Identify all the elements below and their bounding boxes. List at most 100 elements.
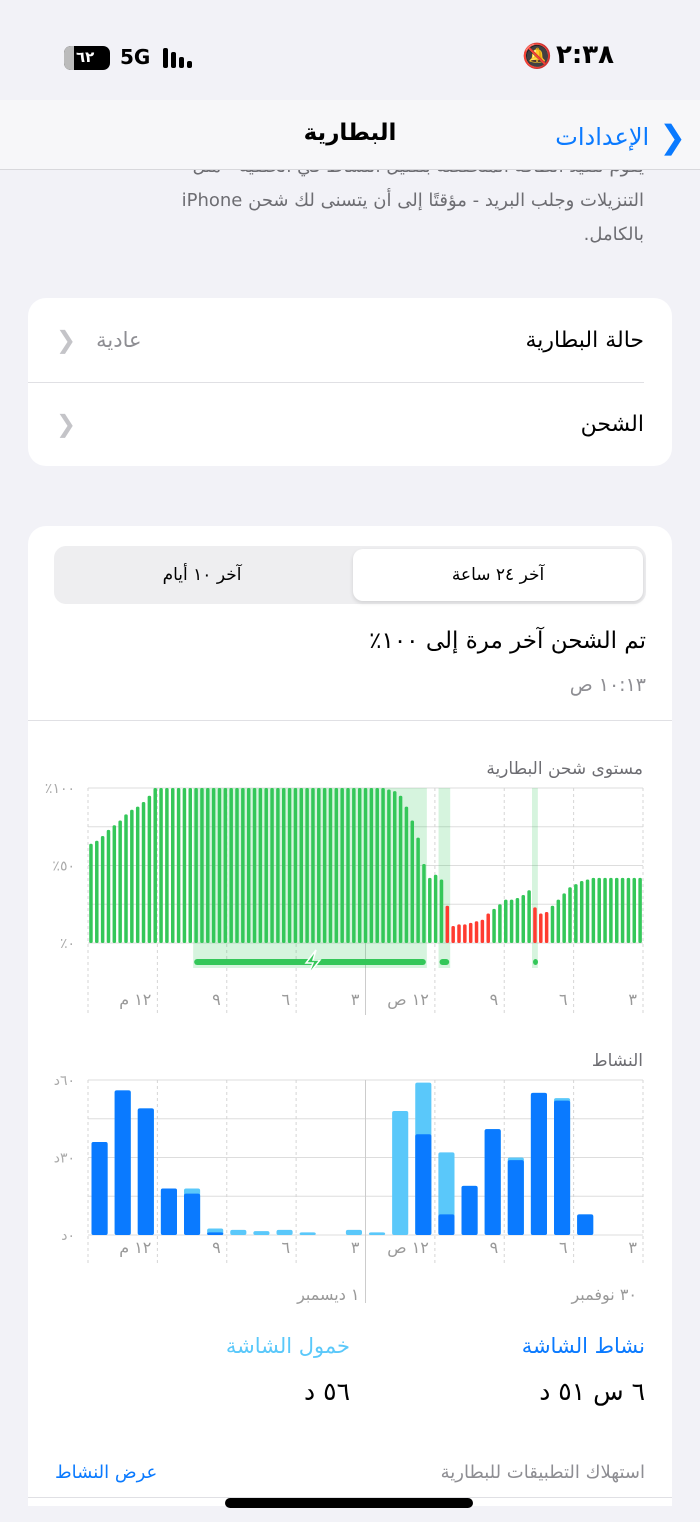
back-button[interactable]: ❮ الإعدادات: [555, 118, 686, 156]
last-charged-title: تم الشحن آخر مرة إلى ١٠٠٪: [369, 628, 646, 654]
show-activity-button[interactable]: عرض النشاط: [55, 1462, 158, 1483]
battery-level-bar: [223, 788, 228, 943]
battery-level-bar: [135, 806, 140, 943]
battery-level-bar: [188, 788, 193, 943]
charging-shade: [438, 788, 451, 968]
page-title: البطارية: [303, 120, 397, 146]
battery-level-bar: [457, 924, 461, 943]
clock: ٢:٣٨: [556, 40, 615, 70]
divider: [28, 382, 644, 383]
battery-level-bar: [609, 877, 613, 943]
battery-level-bar: [562, 893, 566, 943]
battery-health-row[interactable]: حالة البطارية عادية ❮: [28, 298, 672, 382]
battery-level-bar: [281, 788, 286, 943]
battery-level-bar: [299, 788, 304, 943]
battery-ytick: ٪١٠٠: [45, 781, 75, 797]
battery-level-bar: [474, 921, 479, 943]
screen-active-bar: [184, 1193, 201, 1235]
tab-last-24-hours[interactable]: آخر ٢٤ ساعة: [353, 549, 643, 601]
battery-level-bar: [141, 801, 146, 943]
battery-level-bar: [95, 840, 99, 943]
activity-xtick: ٣: [351, 1238, 360, 1257]
activity-xtick: ٦: [559, 1238, 568, 1257]
activity-xtick: ١٢ ص: [387, 1238, 429, 1258]
time-range-segmented-control: آخر ٢٤ ساعة آخر ١٠ أيام: [54, 546, 646, 604]
battery-level-bar: [468, 922, 473, 943]
battery-level-bar: [556, 899, 561, 943]
signal-icon: [163, 48, 199, 68]
battery-level-bar: [410, 820, 415, 943]
battery-xtick: ٦: [559, 990, 568, 1009]
battery-level-bar: [328, 788, 333, 943]
battery-level-bar: [346, 788, 350, 943]
charging-shade: [193, 788, 427, 968]
battery-level-bar: [246, 788, 251, 943]
battery-level: ٦٢: [76, 48, 95, 66]
battery-level-bar: [416, 837, 420, 943]
last-charged-time: ١٠:١٣ ص: [569, 674, 646, 696]
chevron-left-icon: ❮: [659, 118, 686, 156]
app-usage-header: استهلاك التطبيقات للبطارية: [440, 1462, 645, 1483]
battery-level-bar: [539, 913, 543, 943]
screen-idle-value: ٥٦ د: [304, 1377, 350, 1406]
battery-level-bar: [270, 788, 274, 943]
charging-shade: [532, 788, 538, 968]
battery-level-bar: [118, 820, 122, 943]
screen-active-bar: [461, 1185, 478, 1235]
screen-idle-bar: [345, 1229, 362, 1235]
battery-level-bar: [574, 884, 578, 943]
battery-level-bar: [235, 788, 239, 943]
battery-level-bar: [603, 877, 607, 943]
battery-level-bar: [211, 788, 216, 943]
battery-icon: ٦٢: [64, 46, 110, 70]
battery-level-bar: [229, 788, 233, 943]
battery-level-bar: [334, 788, 339, 943]
activity-ytick: ٠د: [61, 1228, 75, 1244]
battery-level-bar: [340, 788, 344, 943]
tab-last-10-days[interactable]: آخر ١٠ أيام: [57, 549, 347, 601]
battery-level-bar: [486, 913, 490, 943]
lightning-bolt-icon: [304, 949, 322, 976]
screen-idle-bar: [276, 1229, 293, 1235]
activity-date-label: ٣٠ نوفمبر: [570, 1285, 637, 1305]
charging-indicator: [533, 959, 538, 965]
screen-idle-bar: [299, 1232, 316, 1235]
screen-active-bar: [507, 1160, 524, 1235]
charging-row[interactable]: الشحن ❮: [28, 382, 672, 466]
battery-level-bar: [375, 788, 379, 943]
battery-title: مستوى شحن البطارية: [486, 759, 643, 779]
battery-ytick: ٪٥٠: [52, 859, 75, 875]
activity-date-label: ١ ديسمبر: [296, 1285, 359, 1305]
screen-active-bar: [554, 1100, 571, 1235]
battery-level-bar: [264, 788, 268, 943]
battery-level-bar: [112, 825, 117, 943]
screen-active-bar: [114, 1090, 131, 1235]
battery-level-bar: [106, 829, 111, 943]
battery-level-bar: [492, 908, 496, 943]
battery-level-bar: [591, 877, 596, 943]
screen-active-bar: [160, 1188, 177, 1235]
back-label: الإعدادات: [555, 123, 650, 151]
battery-level-bar: [258, 788, 263, 943]
battery-level-bar: [533, 907, 537, 943]
screen-idle-label: خمول الشاشة: [225, 1334, 350, 1358]
usage-card: آخر ٢٤ ساعة آخر ١٠ أيام تم الشحن آخر مرة…: [28, 526, 672, 1506]
battery-level-bar: [89, 843, 93, 943]
screen-active-bar: [415, 1134, 432, 1235]
battery-level-bar: [241, 788, 245, 943]
tab-label: آخر ٢٤ ساعة: [451, 565, 545, 585]
battery-level-bar: [480, 919, 485, 943]
battery-level-bar: [527, 890, 531, 943]
battery-level-bar: [305, 788, 309, 943]
battery-level-bar: [433, 874, 438, 943]
battery-level-bar: [398, 795, 403, 943]
battery-level-bar: [147, 795, 152, 943]
activity-xtick: ٩: [490, 1238, 499, 1257]
row-value: عادية: [96, 328, 142, 352]
home-indicator[interactable]: [225, 1498, 473, 1508]
battery-level-bar: [176, 788, 181, 943]
screen-active-bar: [137, 1108, 154, 1235]
battery-level-bar: [463, 924, 467, 943]
description-line: بالكامل.: [583, 224, 644, 245]
